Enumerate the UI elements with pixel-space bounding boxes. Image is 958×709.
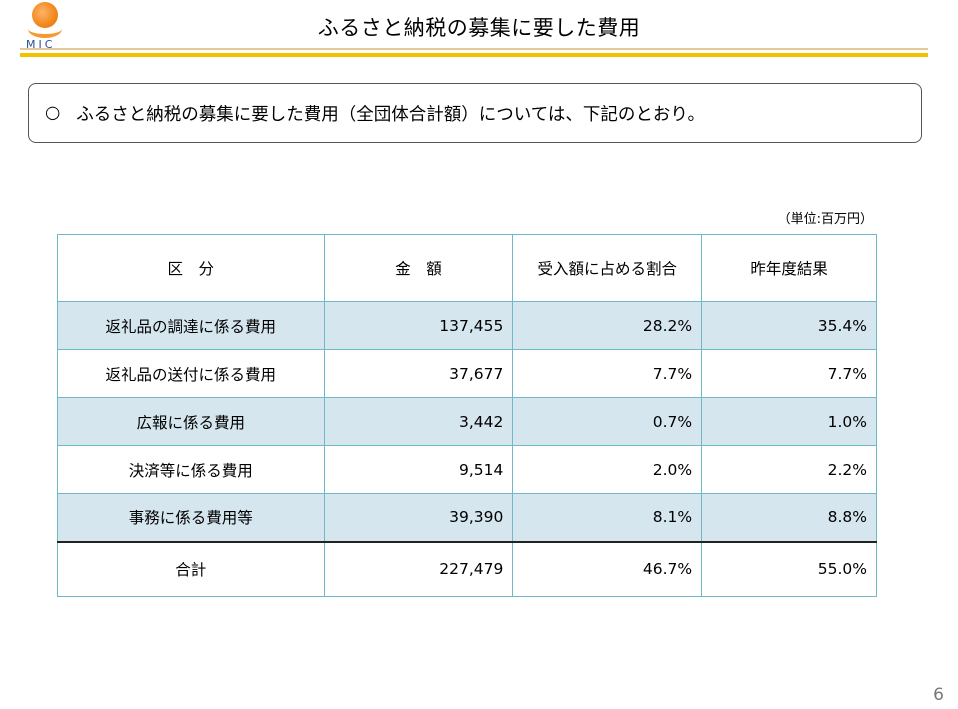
table-row: 事務に係る費用等 39,390 8.1% 8.8% — [57, 493, 877, 542]
row-ratio: 28.2% — [512, 301, 703, 350]
row-last-year: 7.7% — [701, 349, 877, 398]
row-last-year: 2.2% — [701, 445, 877, 494]
row-amount: 3,442 — [323, 397, 514, 446]
table-row: 広報に係る費用 3,442 0.7% 1.0% — [57, 397, 877, 446]
row-ratio: 7.7% — [512, 349, 703, 398]
row-amount: 9,514 — [323, 445, 514, 494]
logo-swoosh-icon — [28, 20, 62, 38]
header-last-year: 昨年度結果 — [701, 234, 877, 302]
total-label: 合計 — [57, 540, 325, 597]
header-category: 区 分 — [57, 234, 325, 302]
row-amount: 137,455 — [323, 301, 514, 350]
row-ratio: 8.1% — [512, 493, 703, 542]
row-category: 返礼品の送付に係る費用 — [57, 349, 325, 398]
summary-callout: ○ ふるさと納税の募集に要した費用（全団体合計額）については、下記のとおり。 — [28, 83, 922, 143]
callout-text: ふるさと納税の募集に要した費用（全団体合計額）については、下記のとおり。 — [76, 104, 706, 125]
table-row: 返礼品の送付に係る費用 37,677 7.7% 7.7% — [57, 349, 877, 398]
unit-label: （単位:百万円） — [777, 212, 873, 227]
row-last-year: 1.0% — [701, 397, 877, 446]
row-ratio: 0.7% — [512, 397, 703, 446]
row-category: 返礼品の調達に係る費用 — [57, 301, 325, 350]
row-amount: 39,390 — [323, 493, 514, 542]
table-row: 返礼品の調達に係る費用 137,455 28.2% 35.4% — [57, 301, 877, 350]
row-last-year: 8.8% — [701, 493, 877, 542]
row-category: 事務に係る費用等 — [57, 493, 325, 542]
page-title: ふるさと納税の募集に要した費用 — [317, 16, 641, 40]
title-divider-thin — [20, 48, 928, 50]
table-total-row: 合計 227,479 46.7% 55.0% — [57, 540, 877, 597]
title-divider-thick — [20, 53, 928, 57]
row-amount: 37,677 — [323, 349, 514, 398]
row-category: 広報に係る費用 — [57, 397, 325, 446]
total-amount: 227,479 — [323, 540, 514, 597]
total-last-year: 55.0% — [701, 540, 877, 597]
header-ratio: 受入額に占める割合 — [512, 234, 703, 302]
header-amount: 金 額 — [323, 234, 514, 302]
mic-logo: MIC — [24, 2, 64, 51]
total-ratio: 46.7% — [512, 540, 703, 597]
table-header-row: 区 分 金 額 受入額に占める割合 昨年度結果 — [57, 234, 877, 302]
table-row: 決済等に係る費用 9,514 2.0% 2.2% — [57, 445, 877, 494]
bullet-circle-icon: ○ — [45, 103, 61, 123]
page-number: 6 — [933, 685, 944, 705]
row-last-year: 35.4% — [701, 301, 877, 350]
row-ratio: 2.0% — [512, 445, 703, 494]
logo-text: MIC — [26, 38, 56, 51]
row-category: 決済等に係る費用 — [57, 445, 325, 494]
cost-table: 区 分 金 額 受入額に占める割合 昨年度結果 返礼品の調達に係る費用 137,… — [57, 234, 877, 597]
